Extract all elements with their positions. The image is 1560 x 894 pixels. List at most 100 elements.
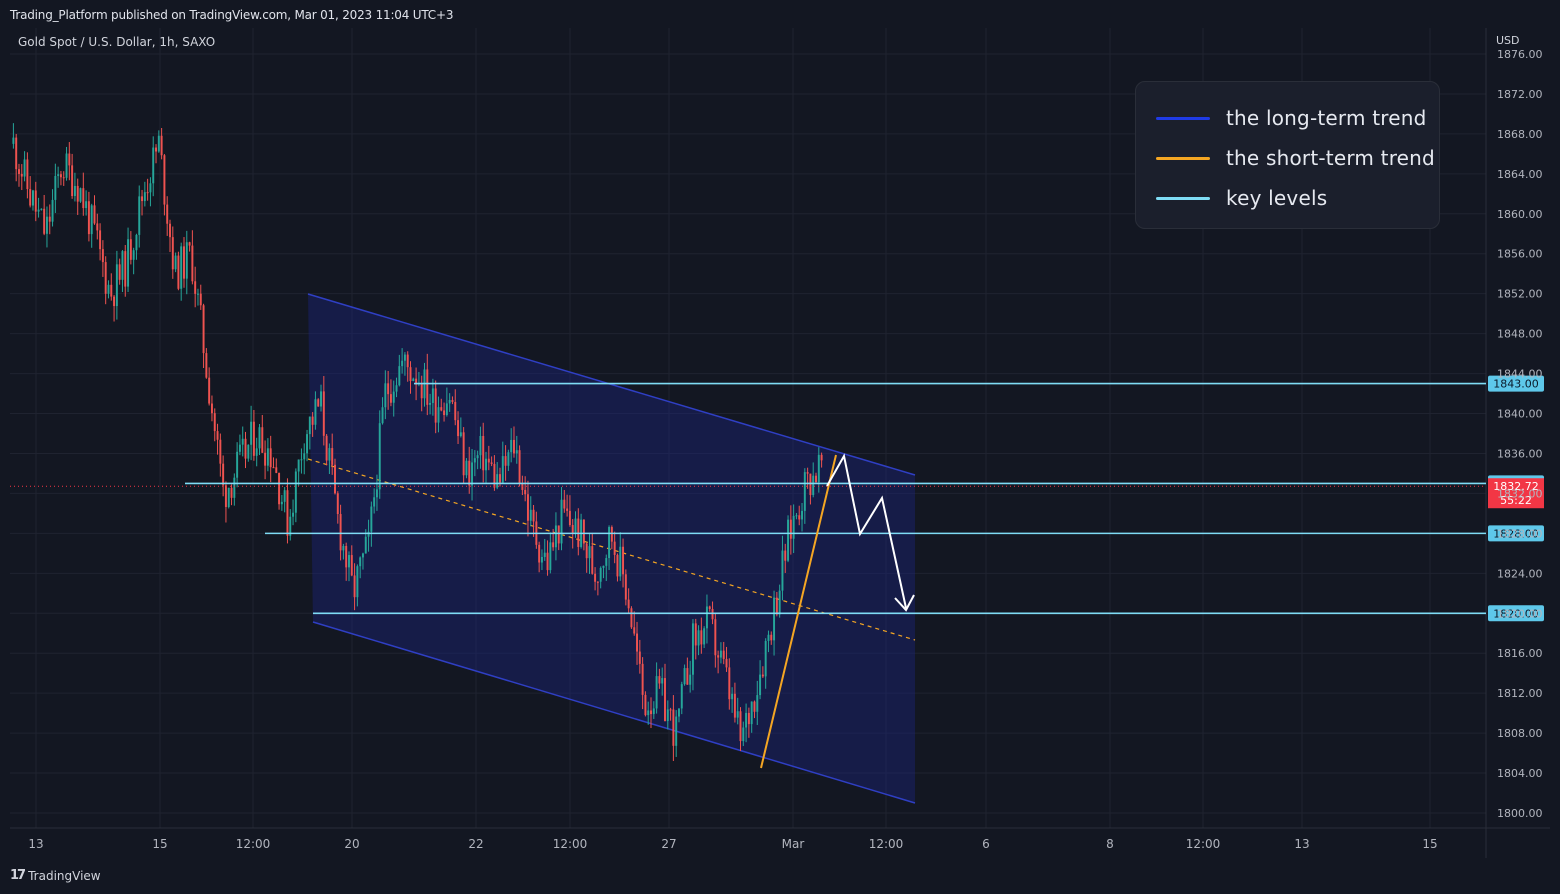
candle-body xyxy=(12,137,15,144)
time-tick-label: 13 xyxy=(1294,837,1309,851)
price-tick-label: 1852.00 xyxy=(1497,288,1543,301)
candle-body xyxy=(361,553,364,558)
candle-body xyxy=(426,369,429,405)
candle-body xyxy=(213,413,216,432)
price-tick-label: 1824.00 xyxy=(1497,567,1543,580)
candle-body xyxy=(244,438,247,459)
candle-body xyxy=(513,439,515,454)
candle-body xyxy=(454,401,457,421)
candle-body xyxy=(471,462,474,486)
candle-body xyxy=(540,556,543,563)
time-tick-label: Mar xyxy=(782,837,805,851)
candle-body xyxy=(585,543,588,559)
candle-body xyxy=(482,435,485,471)
candle-body xyxy=(96,223,99,231)
candle-body xyxy=(658,676,661,684)
candle-body xyxy=(238,444,241,452)
candle-body xyxy=(809,473,812,496)
chart-area[interactable]: 1843.001833.001828.001820.001832.7255:22… xyxy=(10,28,1550,858)
channel-lower-line[interactable] xyxy=(312,621,916,804)
candle-body xyxy=(68,153,71,166)
candle-body xyxy=(236,451,239,478)
key-level-tag[interactable] xyxy=(1488,375,1544,392)
candle-body xyxy=(79,188,82,202)
candle-body xyxy=(518,450,521,484)
candle-body xyxy=(90,205,93,235)
candle-body xyxy=(644,694,647,716)
footer-bar xyxy=(0,862,1560,894)
tradingview-logo[interactable]: 17 TradingView xyxy=(10,868,101,883)
short-term-swatch xyxy=(1156,156,1210,160)
projection-path[interactable] xyxy=(826,453,907,609)
candle-body xyxy=(434,388,437,423)
candle-body xyxy=(526,494,529,521)
candle-body xyxy=(177,255,180,289)
candle-body xyxy=(233,477,236,498)
candle-body xyxy=(451,399,454,402)
time-tick-label: 20 xyxy=(344,837,359,851)
price-tick-label: 1808.00 xyxy=(1497,727,1543,740)
candle-body xyxy=(733,693,736,718)
candle-body xyxy=(45,216,48,234)
candle-body xyxy=(275,467,278,473)
candle-body xyxy=(504,456,507,466)
candle-body xyxy=(314,399,317,425)
key-level-label: 1828.00 xyxy=(1493,527,1539,540)
candle-body xyxy=(806,472,809,474)
price-tick-label: 1828.00 xyxy=(1497,527,1543,540)
candle-body xyxy=(146,192,149,194)
candle-body xyxy=(728,667,731,700)
candle-body xyxy=(155,147,158,152)
candle-body xyxy=(490,462,493,464)
candle-body xyxy=(169,223,171,238)
candle-body xyxy=(255,448,258,456)
key-level-tag[interactable] xyxy=(1488,605,1544,622)
candle-body xyxy=(266,448,269,466)
tradingview-brand: TradingView xyxy=(28,868,101,883)
price-tick-label: 1820.00 xyxy=(1497,607,1543,620)
price-tick-label: 1864.00 xyxy=(1497,168,1543,181)
candle-body xyxy=(602,565,605,568)
candle-body xyxy=(138,196,141,235)
candle-body xyxy=(65,153,68,178)
price-tick-label: 1832.00 xyxy=(1497,487,1543,500)
time-tick-label: 6 xyxy=(982,837,990,851)
short-term-trend-line[interactable] xyxy=(760,454,837,769)
candle-body xyxy=(753,701,756,712)
candle-body xyxy=(398,366,401,386)
candle-body xyxy=(272,467,275,469)
candle-body xyxy=(666,709,669,722)
price-axis[interactable]: 1876.00 1872.00 1868.00 1864.00 1860.00 1856.… xyxy=(1497,48,1543,820)
candle-body xyxy=(57,174,60,176)
candle-body xyxy=(264,452,267,466)
candle-body xyxy=(356,566,359,598)
candle-body xyxy=(328,448,331,461)
candle-body xyxy=(820,454,823,461)
candle-body xyxy=(191,245,194,282)
candle-body xyxy=(557,525,560,544)
time-tick-label: 8 xyxy=(1106,837,1114,851)
candle-body xyxy=(468,460,471,486)
time-axis[interactable]: 13 15 12:00 20 22 12:00 27 Mar 12:00 6 8 12:00 13 15 xyxy=(28,837,1437,851)
candle-body xyxy=(348,555,350,568)
candle-body xyxy=(582,519,585,544)
candle-body xyxy=(261,427,264,453)
candle-body xyxy=(412,378,415,382)
candle-body xyxy=(115,264,118,307)
trend-drawings[interactable] xyxy=(760,453,915,769)
candle-body xyxy=(622,546,625,575)
price-chart[interactable]: 1843.001833.001828.001820.001832.7255:22… xyxy=(10,28,1550,858)
legend: the long-term trend the short-term trend… xyxy=(1135,81,1440,229)
candle-body xyxy=(703,628,706,645)
candle-body xyxy=(157,135,160,152)
current-price-tag[interactable] xyxy=(1488,478,1544,509)
channel-midline[interactable] xyxy=(307,458,916,641)
candle-body xyxy=(817,454,820,483)
projection-arrow-icon[interactable] xyxy=(894,594,915,612)
candle-body xyxy=(34,190,37,212)
key-level-tag[interactable] xyxy=(1488,525,1544,542)
channel-upper-line[interactable] xyxy=(307,293,916,476)
candle-body xyxy=(795,515,798,517)
candle-body xyxy=(375,489,378,498)
